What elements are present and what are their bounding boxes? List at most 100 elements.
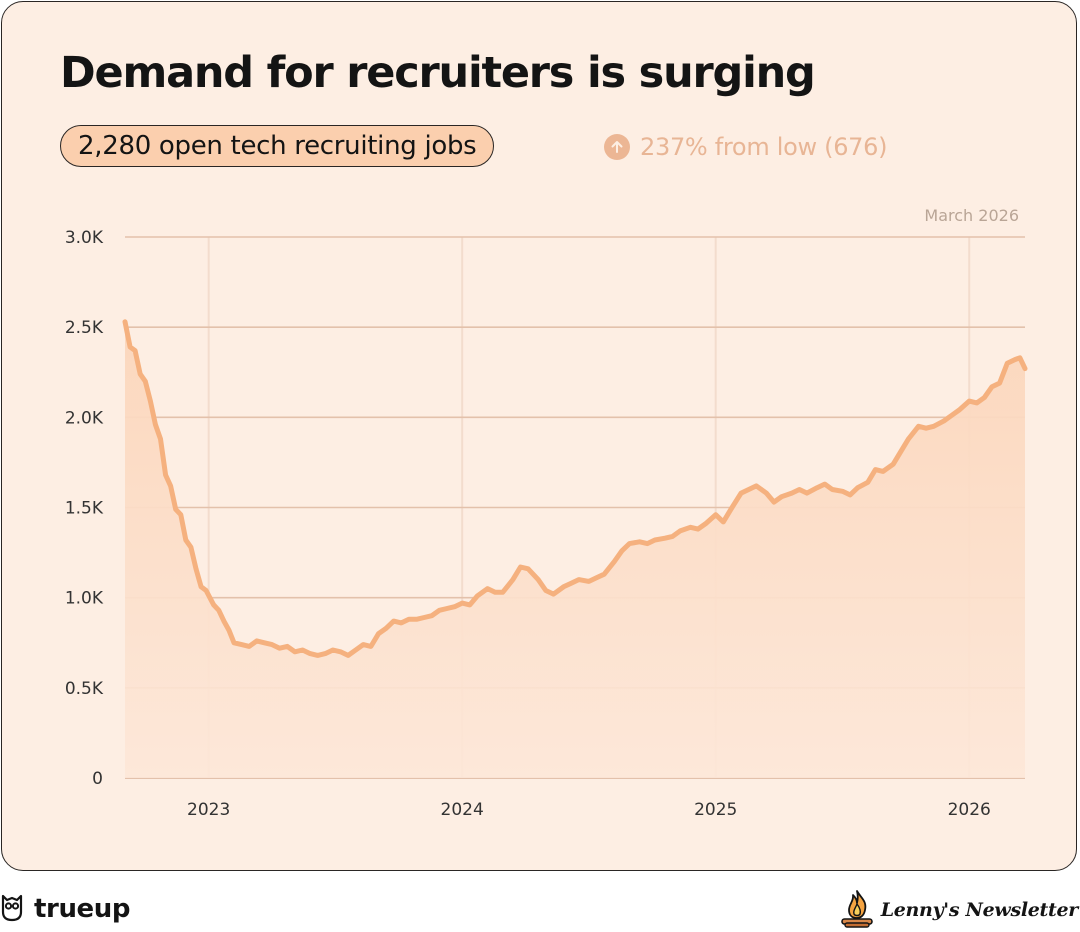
data-point	[982, 395, 987, 400]
data-point	[178, 512, 183, 517]
data-point	[688, 525, 693, 530]
data-point	[898, 449, 903, 454]
data-point	[422, 615, 427, 620]
data-point	[414, 617, 419, 622]
series-area	[125, 321, 1025, 778]
data-point	[764, 491, 769, 496]
y-tick-label: 0	[92, 769, 103, 789]
data-point	[997, 381, 1002, 386]
data-point	[576, 577, 581, 582]
data-point	[822, 482, 827, 487]
data-point	[239, 642, 244, 647]
data-point	[891, 462, 896, 467]
data-point	[133, 348, 138, 353]
data-point	[1005, 361, 1010, 366]
brand-name: trueup	[34, 894, 131, 924]
data-point	[941, 418, 946, 423]
data-point	[974, 400, 979, 405]
data-point	[670, 534, 675, 539]
data-point	[924, 426, 929, 431]
date-annotation: March 2026	[924, 206, 1019, 225]
y-tick-label: 2.0K	[65, 408, 104, 428]
data-point	[779, 494, 784, 499]
data-point	[746, 487, 751, 492]
data-point	[652, 538, 657, 542]
data-point	[353, 648, 358, 652]
data-point	[739, 491, 744, 496]
data-point	[376, 631, 381, 636]
data-point	[612, 559, 617, 564]
data-point	[300, 648, 305, 652]
y-tick-label: 3.0K	[65, 228, 104, 248]
data-point	[128, 345, 133, 349]
data-point	[138, 372, 143, 377]
data-point	[173, 507, 178, 512]
data-point	[840, 489, 845, 494]
data-point	[437, 608, 442, 613]
data-point	[967, 399, 972, 404]
data-point	[500, 590, 505, 595]
data-point	[254, 638, 259, 643]
data-point	[188, 545, 193, 550]
y-tick-label: 1.5K	[65, 499, 104, 519]
x-tick-label: 2023	[187, 800, 230, 820]
data-point	[199, 584, 204, 589]
data-point	[906, 437, 911, 441]
data-point	[338, 649, 343, 654]
data-point	[865, 480, 870, 485]
data-point	[957, 408, 962, 413]
data-point	[721, 519, 726, 524]
data-point	[330, 648, 335, 652]
data-point	[518, 565, 523, 569]
data-point	[713, 512, 718, 517]
data-point	[561, 584, 566, 589]
chart-title: Demand for recruiters is surging	[60, 48, 816, 98]
data-point	[323, 651, 328, 656]
arrow-up-icon	[604, 134, 630, 160]
data-point	[586, 579, 591, 584]
data-point	[645, 541, 650, 546]
data-point	[602, 572, 607, 577]
data-point	[663, 536, 667, 541]
y-tick-label: 1.0K	[65, 589, 104, 609]
data-point	[543, 588, 548, 593]
data-point	[931, 424, 936, 429]
x-tick-label: 2024	[441, 800, 484, 820]
data-point	[536, 577, 541, 582]
data-point	[262, 640, 267, 645]
data-point	[703, 521, 708, 526]
data-point	[148, 399, 153, 404]
data-point	[391, 619, 396, 624]
data-point	[485, 586, 490, 591]
data-point	[232, 640, 236, 645]
data-point	[194, 566, 198, 571]
data-point	[292, 649, 297, 654]
data-point	[308, 651, 313, 656]
data-point	[916, 424, 921, 429]
data-point	[949, 413, 954, 418]
data-point	[678, 528, 683, 533]
x-tick-label: 2026	[948, 800, 991, 820]
data-point	[216, 608, 221, 613]
data-point	[361, 642, 366, 647]
campfire-icon	[839, 888, 875, 932]
owl-icon	[0, 892, 24, 926]
data-point	[123, 319, 127, 324]
data-point	[493, 590, 498, 595]
data-point	[143, 379, 148, 384]
data-point	[637, 539, 642, 544]
data-point	[204, 588, 209, 593]
data-point	[526, 566, 531, 571]
data-point	[551, 592, 556, 597]
y-tick-label: 2.5K	[65, 318, 104, 338]
data-point	[158, 437, 163, 441]
data-point	[815, 485, 820, 490]
data-point	[805, 491, 809, 496]
data-point	[460, 601, 465, 606]
x-tick-label: 2025	[694, 800, 737, 820]
data-point	[696, 527, 700, 532]
data-point	[153, 422, 158, 427]
data-point	[163, 473, 168, 477]
data-point	[168, 483, 173, 488]
